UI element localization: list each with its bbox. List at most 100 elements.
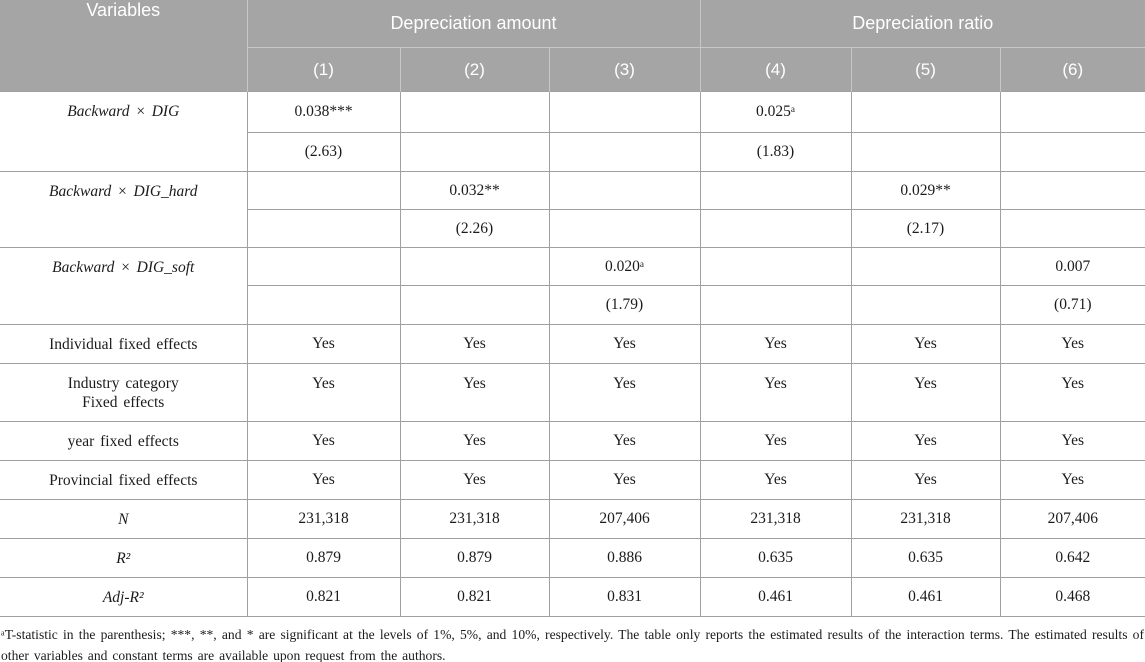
header-col-3: (3) bbox=[548, 47, 700, 92]
cell-fe: Yes bbox=[699, 421, 851, 461]
cell-tstat bbox=[548, 132, 700, 172]
table-row-backward-dig-tstat: (2.63) (1.83) bbox=[0, 132, 1145, 172]
cell-tstat: (2.26) bbox=[399, 209, 549, 248]
cell-stat: 0.879 bbox=[246, 538, 400, 578]
cell-tstat bbox=[850, 285, 1000, 325]
cell-stat: 0.821 bbox=[246, 577, 400, 617]
row-label-provincial-fe: Provincial fixed effects bbox=[0, 460, 247, 500]
cell-fe: Yes bbox=[548, 324, 700, 364]
variable-label-backward-dig-soft: Backward × DIG_soft bbox=[0, 247, 247, 325]
table-header: Variables Depreciation amount Depreciati… bbox=[0, 0, 1145, 92]
cell-stat: 0.642 bbox=[999, 538, 1145, 578]
cell-stat: 0.821 bbox=[399, 577, 549, 617]
cell-stat: 0.886 bbox=[548, 538, 700, 578]
table-row-provincial-fe: Provincial fixed effects Yes Yes Yes Yes… bbox=[0, 460, 1145, 500]
cell-tstat bbox=[999, 209, 1145, 248]
table-footnote: ᵃT-statistic in the parenthesis; ***, **… bbox=[1, 627, 1144, 662]
cell-fe: Yes bbox=[999, 363, 1145, 422]
cell-fe: Yes bbox=[246, 363, 400, 422]
table-row-backward-dig-soft-coef: Backward × DIG_soft 0.020ᵃ 0.007 bbox=[0, 247, 1145, 325]
row-label-industry-fe: Industry category Fixed effects bbox=[0, 363, 247, 422]
row-label-n: N bbox=[0, 499, 247, 539]
cell-fe: Yes bbox=[246, 460, 400, 500]
cell-fe: Yes bbox=[246, 421, 400, 461]
header-variables: Variables bbox=[0, 0, 247, 92]
cell-coef bbox=[246, 247, 400, 286]
row-label-year-fe: year fixed effects bbox=[0, 421, 247, 461]
cell-fe: Yes bbox=[699, 324, 851, 364]
cell-tstat bbox=[999, 132, 1145, 172]
cell-coef: 0.025ᵃ bbox=[699, 91, 851, 133]
cell-fe: Yes bbox=[999, 460, 1145, 500]
cell-fe: Yes bbox=[399, 421, 549, 461]
cell-tstat: (0.71) bbox=[999, 285, 1145, 325]
cell-stat: 0.635 bbox=[850, 538, 1000, 578]
cell-stat: 0.461 bbox=[699, 577, 851, 617]
header-col-2: (2) bbox=[399, 47, 549, 92]
cell-fe: Yes bbox=[399, 460, 549, 500]
variable-label-backward-dig-hard: Backward × DIG_hard bbox=[0, 171, 247, 248]
header-col-6: (6) bbox=[999, 47, 1145, 92]
table-row-backward-dig-hard-coef: Backward × DIG_hard 0.032** 0.029** bbox=[0, 171, 1145, 248]
table-row-adj-r2: Adj-R² 0.821 0.821 0.831 0.461 0.461 0.4… bbox=[0, 577, 1145, 617]
cell-coef bbox=[548, 91, 700, 133]
table-row-industry-fe: Industry category Fixed effects Yes Yes … bbox=[0, 363, 1145, 422]
cell-coef bbox=[246, 171, 400, 210]
cell-tstat bbox=[548, 209, 700, 248]
cell-fe: Yes bbox=[399, 363, 549, 422]
cell-fe: Yes bbox=[699, 460, 851, 500]
cell-fe: Yes bbox=[699, 363, 851, 422]
cell-stat: 207,406 bbox=[548, 499, 700, 539]
cell-coef bbox=[399, 247, 549, 286]
cell-stat: 231,318 bbox=[699, 499, 851, 539]
cell-stat: 0.468 bbox=[999, 577, 1145, 617]
header-column-row: (1) (2) (3) (4) (5) (6) bbox=[0, 47, 1145, 92]
cell-coef: 0.020ᵃ bbox=[548, 247, 700, 286]
cell-coef bbox=[999, 91, 1145, 133]
cell-fe: Yes bbox=[548, 363, 700, 422]
cell-stat: 0.461 bbox=[850, 577, 1000, 617]
cell-stat: 0.879 bbox=[399, 538, 549, 578]
header-group-depreciation-ratio: Depreciation ratio bbox=[699, 0, 1145, 48]
cell-fe: Yes bbox=[548, 460, 700, 500]
cell-coef bbox=[850, 91, 1000, 133]
header-group-depreciation-amount: Depreciation amount bbox=[246, 0, 700, 48]
cell-coef bbox=[548, 171, 700, 210]
table-row-backward-dig-soft-tstat: (1.79) (0.71) bbox=[0, 285, 1145, 325]
cell-stat: 0.831 bbox=[548, 577, 700, 617]
cell-fe: Yes bbox=[399, 324, 549, 364]
cell-fe: Yes bbox=[850, 460, 1000, 500]
cell-fe: Yes bbox=[999, 324, 1145, 364]
cell-tstat bbox=[399, 132, 549, 172]
cell-coef: 0.032** bbox=[399, 171, 549, 210]
cell-fe: Yes bbox=[850, 324, 1000, 364]
cell-tstat bbox=[246, 285, 400, 325]
cell-stat: 207,406 bbox=[999, 499, 1145, 539]
table-body: Backward × DIG 0.038*** 0.025ᵃ (2.63) (1… bbox=[0, 91, 1145, 617]
row-label-r2: R² bbox=[0, 538, 247, 578]
cell-fe: Yes bbox=[548, 421, 700, 461]
cell-tstat: (2.63) bbox=[246, 132, 400, 172]
cell-fe: Yes bbox=[246, 324, 400, 364]
cell-fe: Yes bbox=[999, 421, 1145, 461]
header-col-5: (5) bbox=[850, 47, 1000, 92]
cell-stat: 0.635 bbox=[699, 538, 851, 578]
header-col-4: (4) bbox=[699, 47, 851, 92]
cell-coef bbox=[699, 171, 851, 210]
cell-stat: 231,318 bbox=[246, 499, 400, 539]
table-row-r2: R² 0.879 0.879 0.886 0.635 0.635 0.642 bbox=[0, 538, 1145, 578]
cell-tstat: (1.79) bbox=[548, 285, 700, 325]
cell-coef: 0.007 bbox=[999, 247, 1145, 286]
cell-tstat: (1.83) bbox=[699, 132, 851, 172]
regression-results-table: Variables Depreciation amount Depreciati… bbox=[0, 0, 1145, 617]
cell-coef bbox=[850, 247, 1000, 286]
cell-coef bbox=[399, 91, 549, 133]
row-label-adj-r2: Adj-R² bbox=[0, 577, 247, 617]
header-col-1: (1) bbox=[246, 47, 400, 92]
cell-tstat bbox=[699, 209, 851, 248]
table-row-year-fe: year fixed effects Yes Yes Yes Yes Yes Y… bbox=[0, 421, 1145, 461]
header-group-row: Variables Depreciation amount Depreciati… bbox=[0, 0, 1145, 92]
cell-stat: 231,318 bbox=[399, 499, 549, 539]
row-label-individual-fe: Individual fixed effects bbox=[0, 324, 247, 364]
